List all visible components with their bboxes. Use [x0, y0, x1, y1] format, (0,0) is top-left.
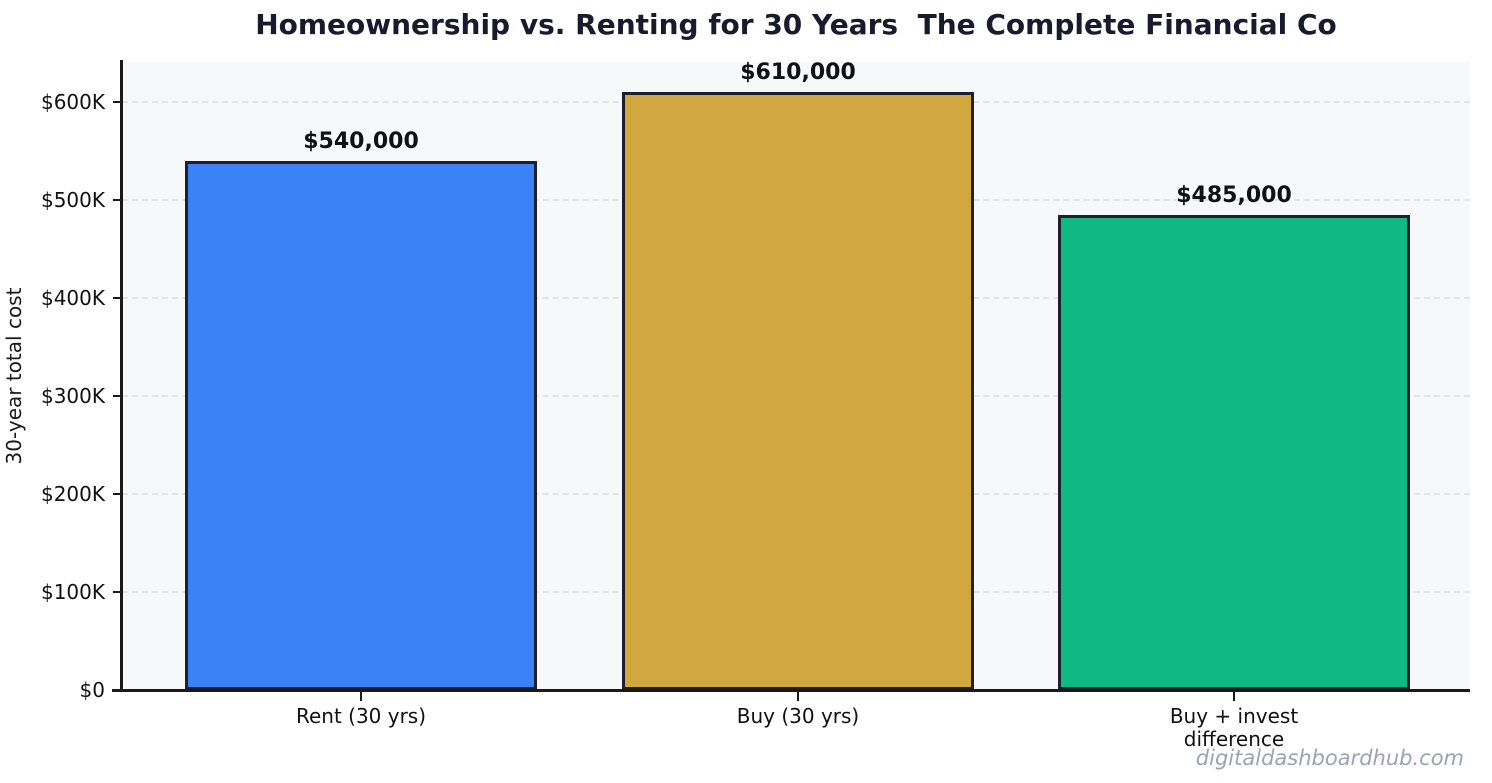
y-axis-spine	[120, 60, 123, 691]
chart-title-container: Homeownership vs. Renting for 30 Years T…	[122, 8, 1470, 41]
y-tick-mark	[113, 297, 122, 300]
x-tick-mark	[797, 692, 799, 701]
bar-2	[622, 92, 974, 690]
y-tick-label: $100K	[40, 580, 105, 605]
bar-value-label: $610,000	[740, 60, 856, 86]
x-axis-spine	[112, 689, 1470, 692]
y-tick-mark	[113, 101, 122, 104]
watermark-text: digitaldashboardhub.com	[1195, 746, 1464, 770]
bar-1	[185, 160, 537, 690]
y-tick-label: $300K	[40, 384, 105, 409]
bar-value-label: $540,000	[303, 128, 419, 154]
y-tick-label: $0	[79, 678, 105, 702]
y-tick-label: $600K	[40, 90, 105, 115]
x-tick-mark	[1233, 692, 1235, 701]
bar-3	[1058, 214, 1410, 690]
x-tick-label: Buy (30 yrs)	[736, 704, 860, 728]
x-tick-label: Buy + invest difference	[1169, 704, 1299, 751]
y-tick-label: $400K	[40, 286, 105, 311]
chart-title: Homeownership vs. Renting for 30 Years T…	[255, 8, 1337, 41]
y-tick-mark	[113, 395, 122, 398]
y-tick-mark	[113, 591, 122, 594]
bar-value-label: $485,000	[1176, 182, 1292, 208]
y-axis-label: 30-year total cost	[2, 287, 26, 465]
plot-area	[122, 62, 1470, 690]
y-tick-mark	[113, 199, 122, 202]
y-tick-label: $500K	[40, 188, 105, 213]
y-tick-mark	[113, 493, 122, 496]
y-tick-mark	[113, 689, 122, 691]
x-tick-label: Rent (30 yrs)	[295, 704, 427, 728]
x-tick-mark	[360, 692, 362, 701]
y-tick-label: $200K	[40, 482, 105, 507]
